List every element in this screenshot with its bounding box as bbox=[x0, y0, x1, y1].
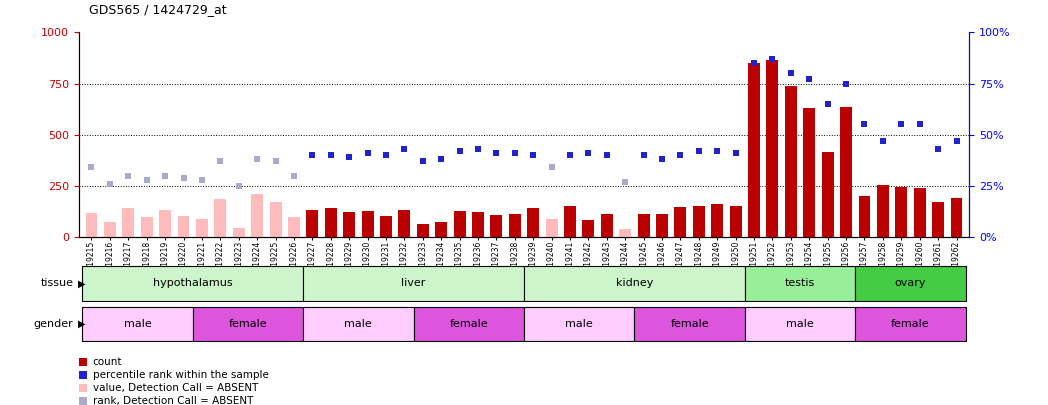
Bar bbox=[729, 206, 742, 237]
Bar bbox=[675, 207, 686, 237]
Bar bbox=[398, 210, 411, 237]
Bar bbox=[490, 215, 502, 237]
Text: tissue: tissue bbox=[41, 279, 73, 288]
Bar bbox=[877, 185, 889, 237]
Text: female: female bbox=[450, 319, 488, 329]
Bar bbox=[303, 307, 414, 341]
Bar bbox=[583, 220, 594, 237]
Bar bbox=[472, 212, 484, 237]
Bar bbox=[83, 266, 303, 301]
Text: value, Detection Call = ABSENT: value, Detection Call = ABSENT bbox=[92, 383, 258, 393]
Bar bbox=[454, 211, 465, 237]
Text: GDS565 / 1424729_at: GDS565 / 1424729_at bbox=[89, 3, 226, 16]
Bar bbox=[140, 217, 153, 237]
Bar bbox=[951, 198, 962, 237]
Text: liver: liver bbox=[401, 279, 425, 288]
Bar bbox=[177, 217, 190, 237]
Bar bbox=[601, 214, 613, 237]
Text: ovary: ovary bbox=[895, 279, 926, 288]
Text: female: female bbox=[891, 319, 930, 329]
Text: female: female bbox=[228, 319, 267, 329]
Bar bbox=[233, 228, 244, 237]
Bar bbox=[785, 85, 796, 237]
Bar bbox=[858, 196, 871, 237]
Bar bbox=[914, 188, 925, 237]
Bar bbox=[634, 307, 745, 341]
Bar bbox=[840, 107, 852, 237]
Bar bbox=[855, 266, 965, 301]
Bar bbox=[822, 152, 833, 237]
Bar bbox=[417, 224, 429, 237]
Bar bbox=[527, 208, 539, 237]
Text: count: count bbox=[92, 357, 123, 367]
Bar bbox=[325, 208, 336, 237]
Text: hypothalamus: hypothalamus bbox=[153, 279, 233, 288]
Bar bbox=[637, 214, 650, 237]
Bar bbox=[564, 206, 576, 237]
Text: male: male bbox=[786, 319, 814, 329]
Bar bbox=[932, 202, 944, 237]
Text: male: male bbox=[124, 319, 151, 329]
Bar bbox=[83, 307, 193, 341]
Bar bbox=[766, 60, 779, 237]
Bar bbox=[804, 108, 815, 237]
Bar bbox=[252, 194, 263, 237]
Bar bbox=[855, 307, 965, 341]
Bar bbox=[104, 222, 116, 237]
Bar bbox=[306, 210, 319, 237]
Bar bbox=[269, 202, 282, 237]
Bar bbox=[414, 307, 524, 341]
Bar bbox=[303, 266, 524, 301]
Bar bbox=[343, 212, 355, 237]
Text: testis: testis bbox=[785, 279, 815, 288]
Bar bbox=[745, 266, 855, 301]
Bar bbox=[123, 208, 134, 237]
Bar bbox=[712, 204, 723, 237]
Bar bbox=[656, 214, 668, 237]
Bar bbox=[693, 206, 705, 237]
Bar bbox=[215, 199, 226, 237]
Text: female: female bbox=[671, 319, 708, 329]
Bar bbox=[745, 307, 855, 341]
Bar bbox=[895, 187, 908, 237]
Bar bbox=[362, 211, 373, 237]
Text: male: male bbox=[565, 319, 593, 329]
Bar bbox=[619, 229, 631, 237]
Text: kidney: kidney bbox=[616, 279, 653, 288]
Bar bbox=[159, 210, 171, 237]
Text: male: male bbox=[345, 319, 372, 329]
Text: ▶: ▶ bbox=[78, 319, 85, 329]
Bar bbox=[524, 266, 745, 301]
Text: rank, Detection Call = ABSENT: rank, Detection Call = ABSENT bbox=[92, 396, 253, 405]
Bar bbox=[748, 63, 760, 237]
Bar bbox=[546, 219, 558, 237]
Bar bbox=[435, 222, 447, 237]
Bar bbox=[196, 219, 208, 237]
Text: gender: gender bbox=[34, 319, 73, 329]
Bar bbox=[380, 217, 392, 237]
Bar bbox=[524, 307, 634, 341]
Bar bbox=[86, 213, 97, 237]
Bar bbox=[193, 307, 303, 341]
Bar bbox=[509, 214, 521, 237]
Text: ▶: ▶ bbox=[78, 279, 85, 288]
Bar bbox=[288, 217, 300, 237]
Text: percentile rank within the sample: percentile rank within the sample bbox=[92, 370, 268, 380]
